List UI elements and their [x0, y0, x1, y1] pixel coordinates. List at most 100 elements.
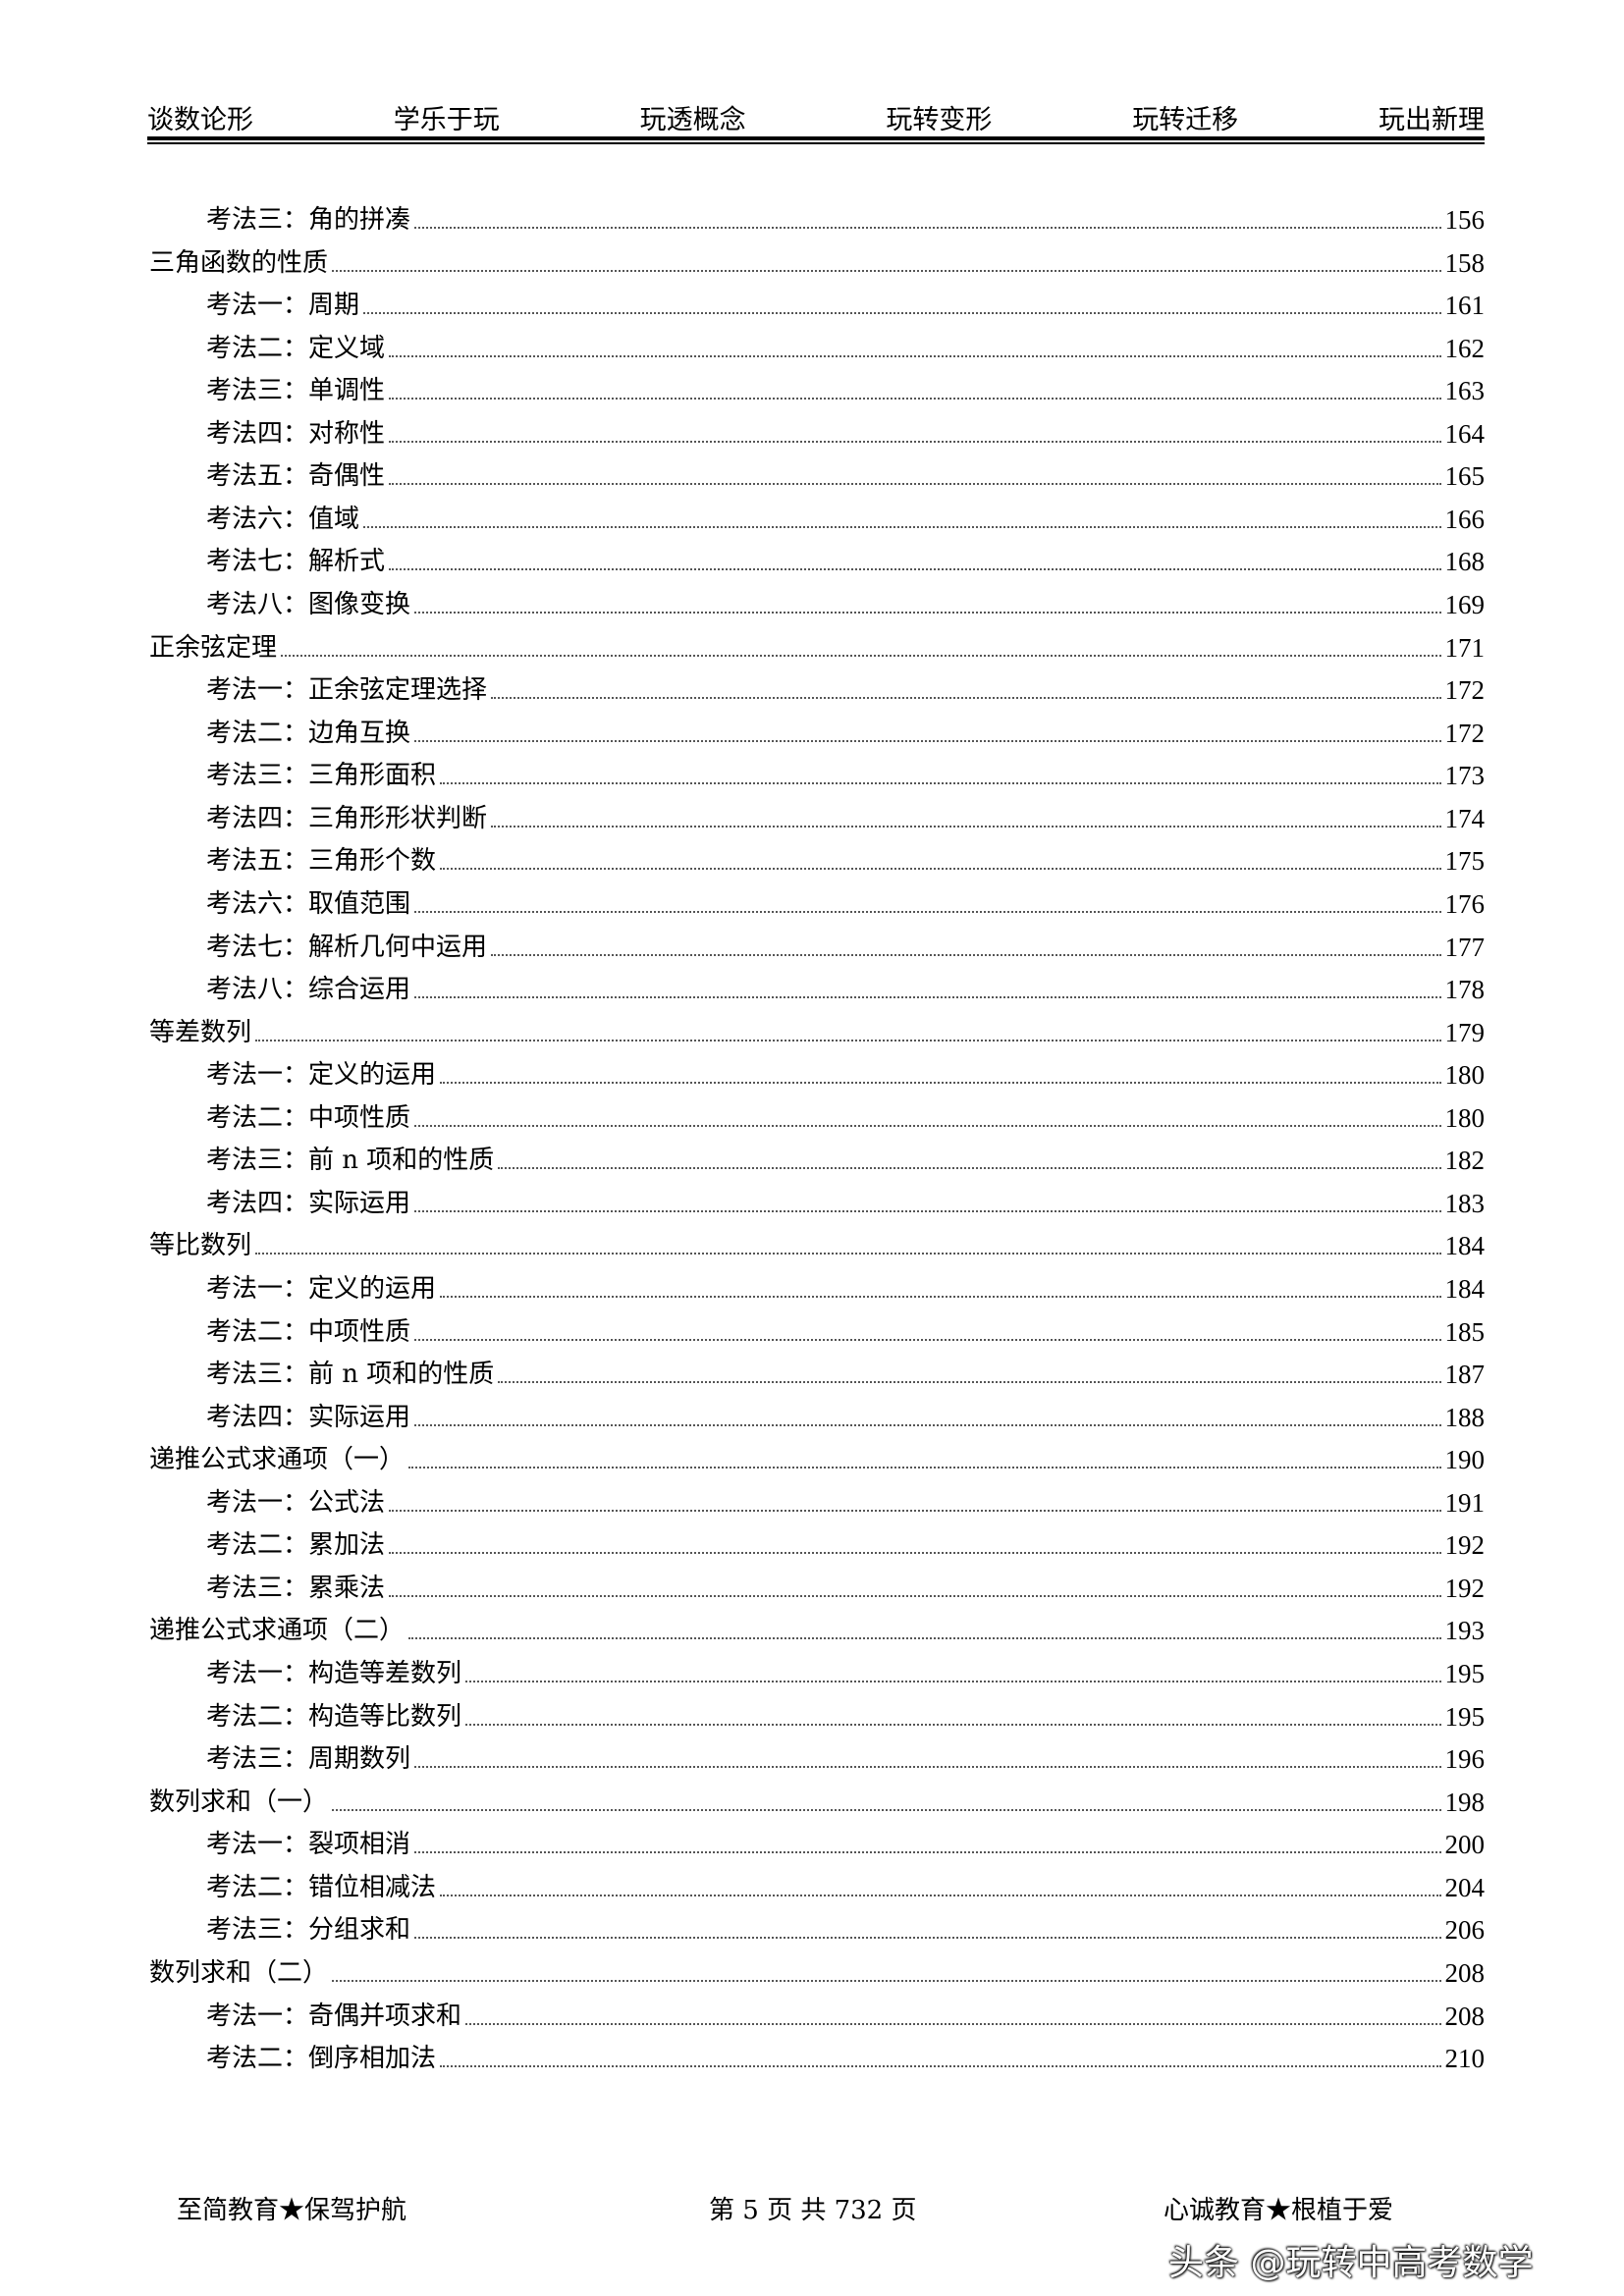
dot-leader	[389, 1509, 1441, 1512]
dot-leader	[389, 1552, 1441, 1555]
toc-section-entry[interactable]: 考法一：构造等差数列 195	[206, 1656, 1485, 1689]
toc-label: 考法二：错位相减法	[206, 1872, 437, 1902]
toc-section-entry[interactable]: 考法一：奇偶并项求和 208	[206, 1999, 1485, 2032]
toc-section-entry[interactable]: 考法一：周期 161	[206, 288, 1485, 321]
toc-section-entry[interactable]: 考法二：倒序相加法 210	[206, 2041, 1485, 2074]
toc-label: 数列求和（二）	[149, 1957, 329, 1988]
toc-section-entry[interactable]: 考法三：前 n 项和的性质 182	[206, 1143, 1485, 1176]
toc-page-number: 208	[1444, 2001, 1486, 2031]
dot-leader	[440, 1296, 1441, 1298]
toc-chapter-entry[interactable]: 数列求和（一） 198	[149, 1785, 1485, 1818]
toc-chapter-entry[interactable]: 正余弦定理 171	[149, 630, 1485, 664]
toc-section-entry[interactable]: 考法三：单调性 163	[206, 373, 1485, 406]
toc-section-entry[interactable]: 考法三：分组求和 206	[206, 1912, 1485, 1946]
toc-page-number: 162	[1444, 333, 1486, 363]
dot-leader	[389, 1594, 1441, 1597]
dot-leader	[414, 1937, 1441, 1940]
toc-page-number: 193	[1444, 1616, 1486, 1646]
dot-leader	[491, 953, 1441, 956]
toc-section-entry[interactable]: 考法八：综合运用 178	[206, 972, 1485, 1005]
toc-section-entry[interactable]: 考法七：解析几何中运用 177	[206, 930, 1485, 963]
toc-section-entry[interactable]: 考法二：中项性质 180	[206, 1100, 1485, 1134]
toc-label: 考法一：裂项相消	[206, 1830, 411, 1860]
dot-leader	[332, 1979, 1441, 1982]
toc-section-entry[interactable]: 考法一：公式法 191	[206, 1485, 1485, 1519]
toc-section-entry[interactable]: 考法八：图像变换 169	[206, 587, 1485, 620]
toc-label: 考法六：取值范围	[206, 888, 411, 919]
toc-section-entry[interactable]: 考法三：三角形面积 173	[206, 758, 1485, 791]
toc-section-entry[interactable]: 考法一：定义的运用 180	[206, 1057, 1485, 1091]
dot-leader	[414, 1209, 1441, 1212]
toc-page-number: 210	[1444, 2044, 1486, 2074]
toc-page-number: 161	[1444, 291, 1486, 321]
toc-chapter-entry[interactable]: 三角函数的性质 158	[149, 245, 1485, 279]
toc-label: 考法四：对称性	[206, 418, 386, 449]
toc-section-entry[interactable]: 考法一：裂项相消 200	[206, 1827, 1485, 1860]
toc-section-entry[interactable]: 考法四：三角形形状判断 174	[206, 801, 1485, 834]
toc-section-entry[interactable]: 考法一：定义的运用 184	[206, 1271, 1485, 1305]
toc-section-entry[interactable]: 考法三：前 n 项和的性质 187	[206, 1357, 1485, 1390]
watermark: 头条 @玩转中高考数学	[1168, 2243, 1534, 2283]
toc-label: 考法五：三角形个数	[206, 846, 437, 877]
toc-label: 考法三：前 n 项和的性质	[206, 1360, 495, 1390]
toc-chapter-entry[interactable]: 数列求和（二） 208	[149, 1955, 1485, 1989]
dot-leader	[414, 910, 1441, 913]
toc-page-number: 158	[1444, 247, 1486, 278]
toc-section-entry[interactable]: 考法二：错位相减法 204	[206, 1870, 1485, 1903]
dot-leader	[414, 1766, 1441, 1769]
toc-label: 考法五：奇偶性	[206, 461, 386, 492]
toc-section-entry[interactable]: 考法三：周期数列 196	[206, 1741, 1485, 1775]
dot-leader	[414, 1851, 1441, 1854]
toc-chapter-entry[interactable]: 递推公式求通项（一） 190	[149, 1442, 1485, 1475]
toc-section-entry[interactable]: 考法六：取值范围 176	[206, 886, 1485, 920]
toc-label: 考法一：公式法	[206, 1487, 386, 1518]
toc-page-number: 183	[1444, 1188, 1486, 1218]
toc-section-entry[interactable]: 考法五：奇偶性 165	[206, 458, 1485, 492]
dot-leader	[491, 697, 1441, 700]
toc-section-entry[interactable]: 考法二：定义域 162	[206, 331, 1485, 364]
toc-section-entry[interactable]: 考法二：构造等比数列 195	[206, 1699, 1485, 1733]
dot-leader	[498, 1167, 1441, 1170]
toc-page-number: 166	[1444, 504, 1486, 534]
toc-page-number: 182	[1444, 1146, 1486, 1176]
dot-leader	[440, 2065, 1441, 2068]
toc-section-entry[interactable]: 考法三：累乘法 192	[206, 1571, 1485, 1604]
toc-chapter-entry[interactable]: 等差数列 179	[149, 1015, 1485, 1048]
dot-leader	[389, 568, 1441, 571]
dot-leader	[414, 227, 1441, 229]
toc-chapter-entry[interactable]: 等比数列 184	[149, 1228, 1485, 1261]
toc-label: 等差数列	[149, 1017, 252, 1047]
dot-leader	[414, 612, 1441, 614]
toc-section-entry[interactable]: 考法七：解析式 168	[206, 544, 1485, 577]
header-item: 玩转变形	[886, 105, 993, 135]
toc-section-entry[interactable]: 考法六：值域 166	[206, 502, 1485, 535]
toc-section-entry[interactable]: 考法五：三角形个数 175	[206, 843, 1485, 877]
toc-section-entry[interactable]: 考法四：实际运用 188	[206, 1400, 1485, 1433]
toc-chapter-entry[interactable]: 递推公式求通项（二） 193	[149, 1613, 1485, 1646]
toc-page-number: 156	[1444, 205, 1486, 235]
toc-section-entry[interactable]: 考法三：角的拼凑 156	[206, 202, 1485, 236]
toc-page-number: 174	[1444, 803, 1486, 833]
dot-leader	[440, 868, 1441, 871]
toc-page-number: 184	[1444, 1274, 1486, 1304]
toc-label: 数列求和（一）	[149, 1787, 329, 1817]
toc-section-entry[interactable]: 考法四：对称性 164	[206, 416, 1485, 450]
page-header: 谈数论形 学乐于玩 玩透概念 玩转变形 玩转迁移 玩出新理	[147, 98, 1485, 137]
toc-section-entry[interactable]: 考法一：正余弦定理选择 172	[206, 672, 1485, 706]
toc-page-number: 208	[1444, 1957, 1486, 1988]
toc-label: 考法一：奇偶并项求和	[206, 2001, 462, 2031]
toc-page-number: 190	[1444, 1445, 1486, 1475]
toc-page-number: 185	[1444, 1316, 1486, 1347]
toc-section-entry[interactable]: 考法四：实际运用 183	[206, 1186, 1485, 1219]
header-item: 玩透概念	[639, 105, 746, 135]
toc-section-entry[interactable]: 考法二：累加法 192	[206, 1527, 1485, 1561]
dot-leader	[465, 1681, 1441, 1683]
toc-section-entry[interactable]: 考法二：边角互换 172	[206, 716, 1485, 749]
toc-page-number: 192	[1444, 1530, 1486, 1561]
toc-section-entry[interactable]: 考法二：中项性质 185	[206, 1314, 1485, 1348]
toc-label: 考法二：累加法	[206, 1530, 386, 1561]
toc-page-number: 192	[1444, 1573, 1486, 1603]
toc-label: 考法四：三角形形状判断	[206, 803, 488, 833]
toc-label: 考法二：定义域	[206, 333, 386, 363]
toc-page-number: 168	[1444, 547, 1486, 577]
